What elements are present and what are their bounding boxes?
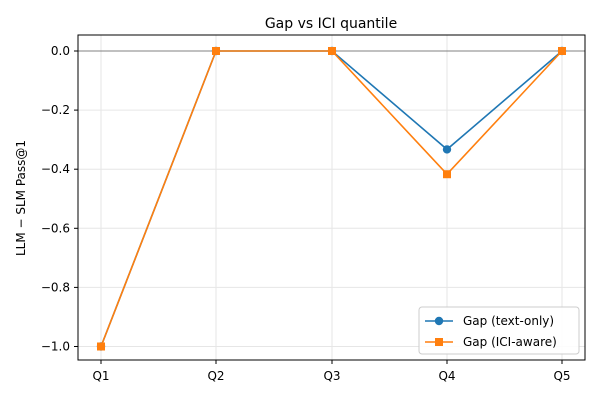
chart-title: Gap vs ICI quantile [265,16,397,32]
legend-label: Gap (ICI-aware) [463,335,557,349]
data-point [443,170,451,179]
x-tick-label: Q5 [553,369,570,383]
legend: Gap (text-only) Gap (ICI-aware) [418,306,580,355]
y-tick-label: −0.8 [41,280,70,294]
y-axis: 0.0 −0.2 −0.4 −0.6 −0.8 −1.0 [41,44,78,354]
x-tick-label: Q1 [92,369,109,383]
data-point [97,342,105,351]
x-tick-label: Q2 [207,369,224,383]
y-tick-label: −1.0 [41,340,70,354]
legend-label: Gap (text-only) [463,314,554,328]
legend-marker [435,338,443,346]
series-group [96,46,567,351]
x-tick-label: Q3 [323,369,340,383]
legend-item: Gap (text-only) [425,314,554,328]
x-axis: Q1 Q2 Q3 Q4 Q5 [92,360,571,383]
legend-marker [434,316,444,326]
data-point [442,145,452,154]
x-tick-label: Q4 [438,369,455,383]
legend-box [418,306,580,355]
data-point [328,47,336,55]
y-tick-label: −0.4 [41,162,70,176]
data-point [212,47,220,55]
legend-item: Gap (ICI-aware) [425,335,557,349]
y-tick-label: −0.2 [41,103,70,117]
data-point [558,47,566,55]
y-tick-label: −0.6 [41,221,70,235]
y-tick-label: 0.0 [51,44,70,58]
y-axis-label: LLM − SLM Pass@1 [14,140,28,256]
series-1 [97,47,566,351]
